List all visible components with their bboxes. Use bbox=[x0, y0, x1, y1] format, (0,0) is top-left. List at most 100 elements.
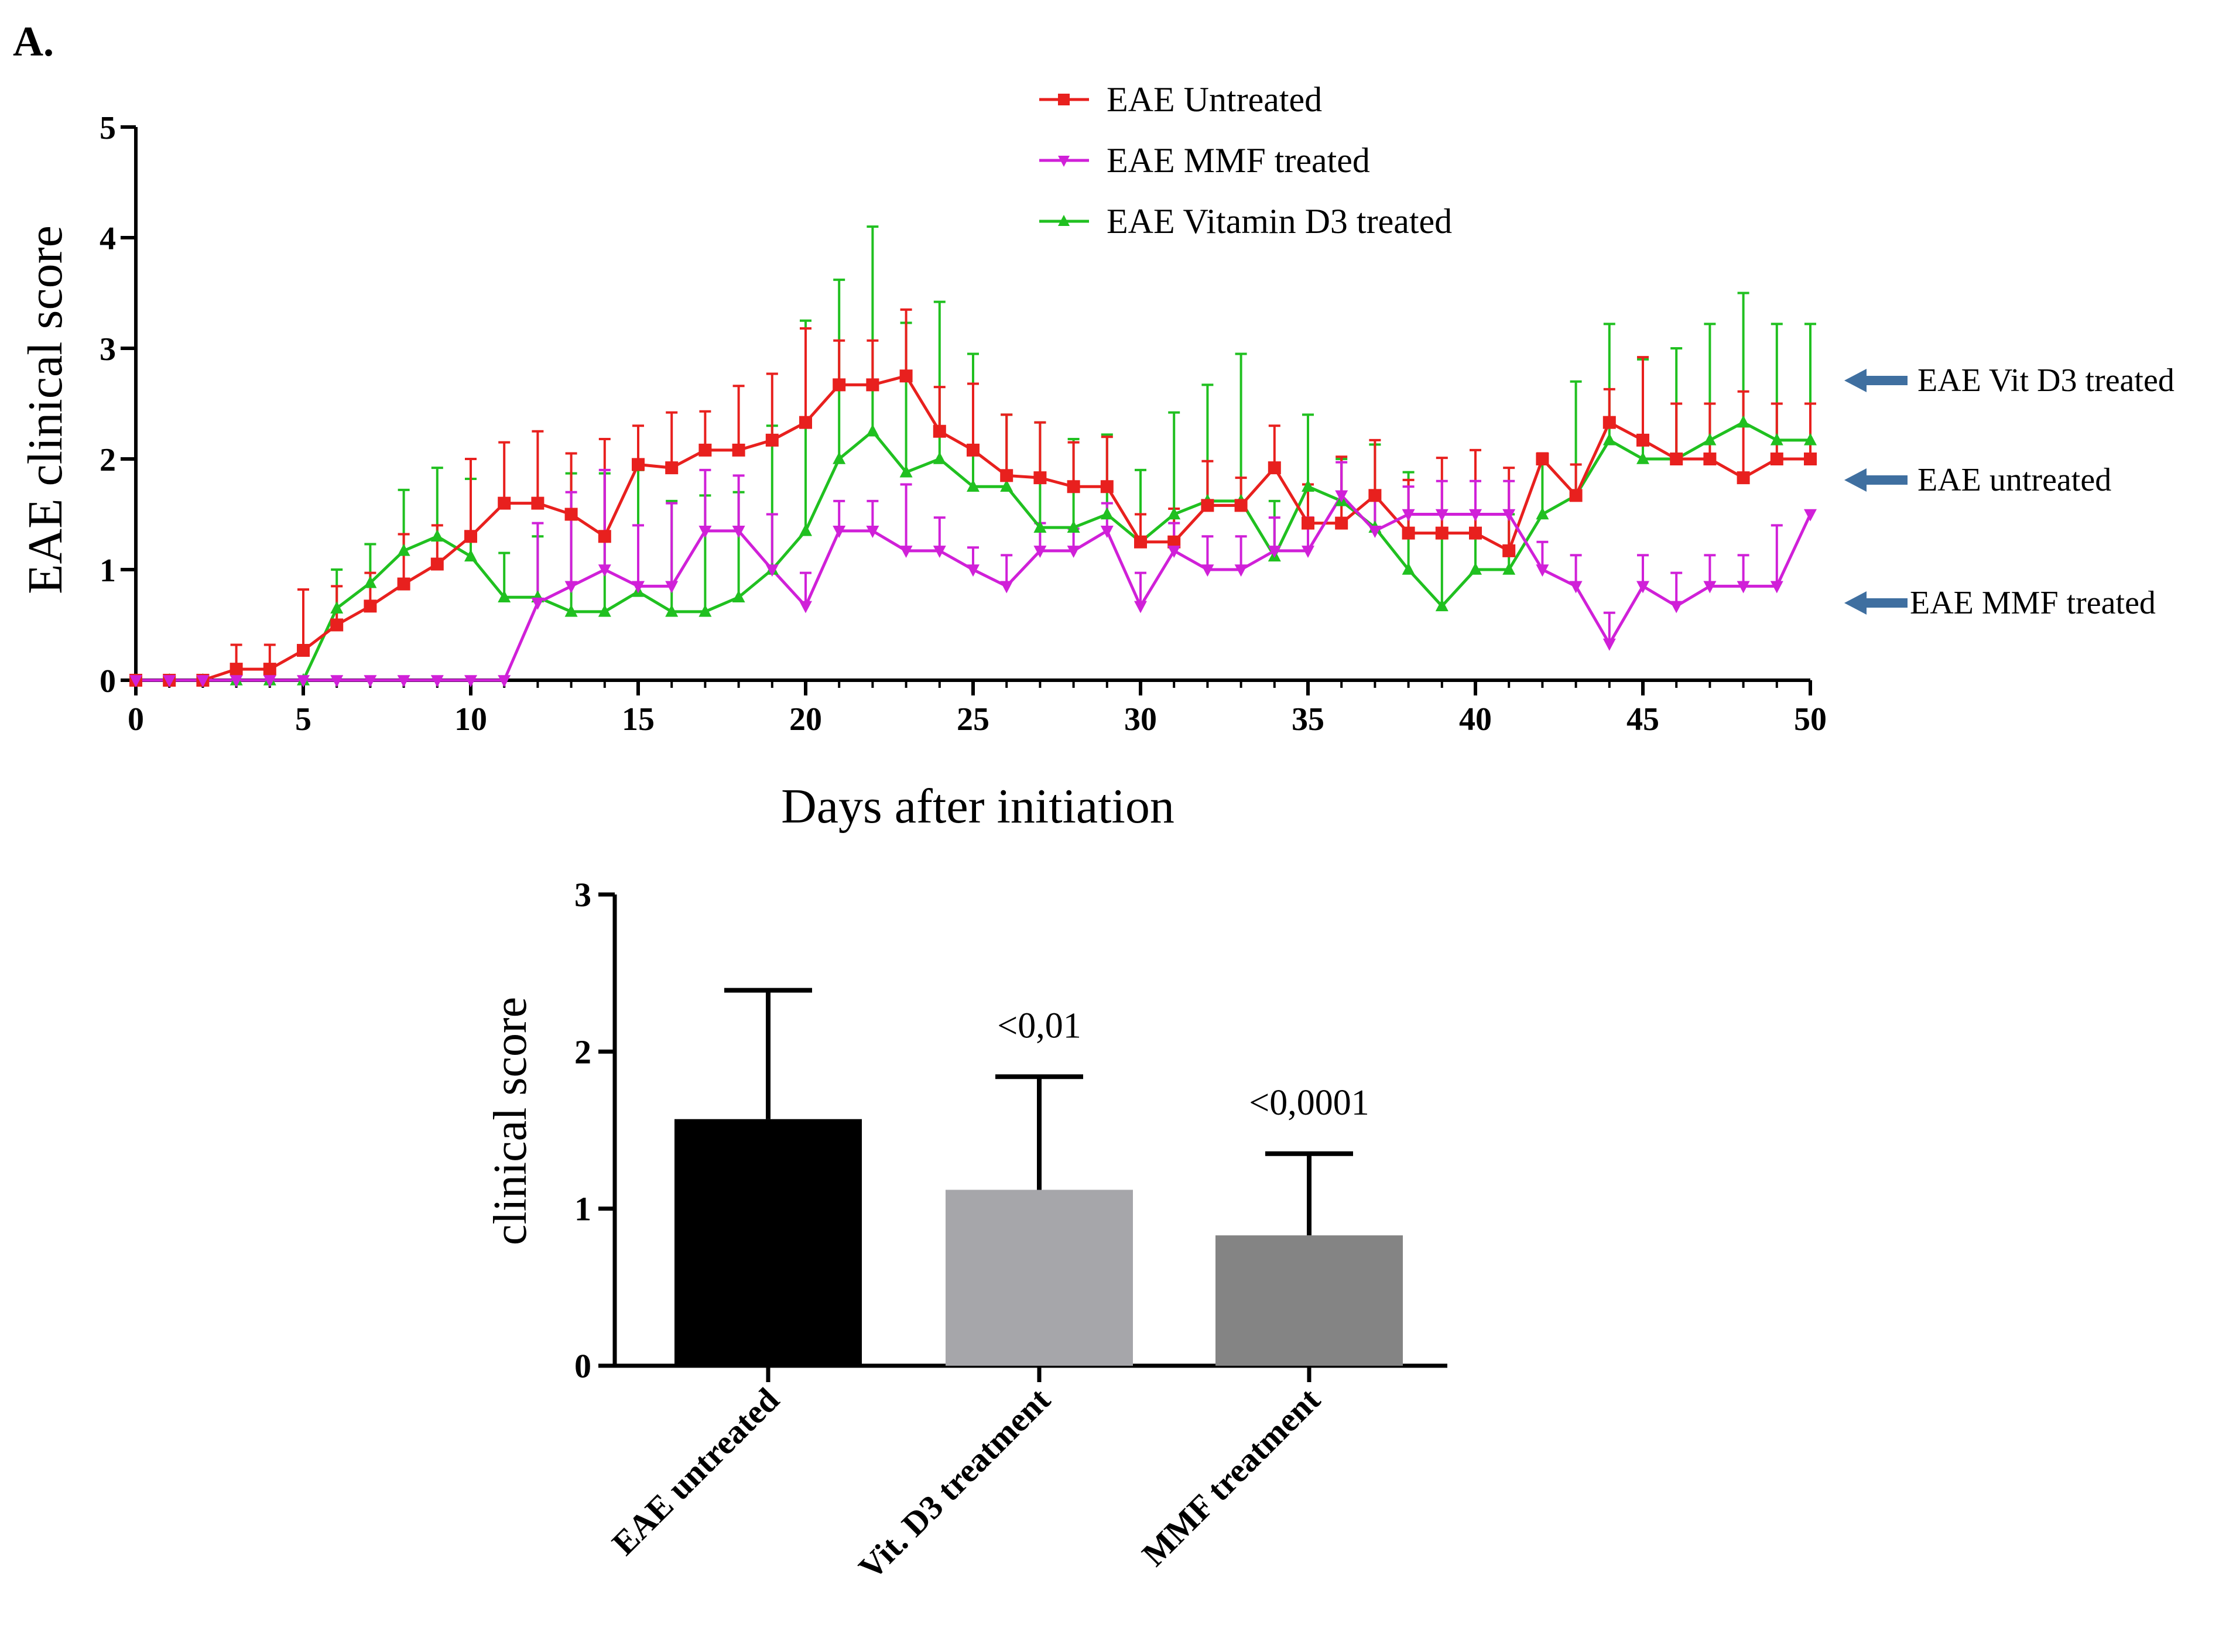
marker-triangle-up bbox=[1502, 562, 1516, 575]
marker-triangle-down bbox=[263, 675, 276, 688]
marker-square bbox=[1167, 535, 1181, 549]
marker-triangle-up bbox=[1000, 479, 1013, 492]
bar-y-tick-label: 3 bbox=[574, 876, 591, 914]
marker-square bbox=[263, 663, 276, 676]
bar-category-label: EAE untreated bbox=[605, 1380, 787, 1562]
marker-triangle-up bbox=[1737, 415, 1750, 428]
marker-square bbox=[1234, 499, 1248, 512]
x-tick-label: 30 bbox=[1124, 701, 1157, 738]
marker-square bbox=[632, 458, 645, 471]
marker-square bbox=[1058, 94, 1070, 105]
marker-triangle-up bbox=[933, 451, 946, 464]
marker-triangle-up bbox=[1058, 215, 1070, 226]
marker-square bbox=[1569, 489, 1583, 502]
marker-triangle-down bbox=[1502, 509, 1516, 522]
marker-triangle-down bbox=[1335, 490, 1348, 503]
marker-square bbox=[933, 424, 946, 438]
annotation-label: EAE Vit D3 treated bbox=[1917, 362, 2175, 399]
marker-square bbox=[1100, 480, 1114, 493]
bar bbox=[946, 1190, 1133, 1366]
marker-triangle-down bbox=[430, 675, 444, 688]
marker-square bbox=[1737, 471, 1750, 485]
line-chart-x-axis-label: Days after initiation bbox=[781, 779, 1174, 834]
marker-square bbox=[330, 618, 344, 632]
marker-square bbox=[230, 663, 243, 676]
marker-triangle-down bbox=[899, 546, 913, 558]
marker-triangle-up bbox=[967, 479, 980, 492]
marker-triangle-down bbox=[799, 601, 812, 613]
marker-triangle-up bbox=[1067, 520, 1080, 533]
marker-square bbox=[1368, 489, 1382, 502]
marker-triangle-up bbox=[598, 604, 611, 617]
marker-triangle-down bbox=[1302, 546, 1314, 558]
y-tick-label: 1 bbox=[100, 553, 116, 589]
marker-triangle-down bbox=[330, 675, 344, 688]
marker-square bbox=[899, 369, 913, 383]
bar-y-tick-label: 2 bbox=[574, 1033, 591, 1071]
marker-triangle-down bbox=[698, 526, 712, 538]
marker-triangle-up bbox=[698, 604, 712, 617]
bar-y-tick-label: 1 bbox=[574, 1190, 591, 1228]
marker-triangle-down bbox=[1602, 638, 1616, 651]
marker-triangle-up bbox=[364, 575, 377, 588]
marker-square bbox=[297, 643, 310, 657]
marker-triangle-up bbox=[1033, 520, 1047, 533]
line-chart-legend: EAE Untreated EAE MMF treated EAE Vitamin … bbox=[1039, 80, 1452, 241]
x-tick-label: 50 bbox=[1794, 701, 1827, 738]
line-chart-errorbars bbox=[230, 225, 1816, 670]
marker-triangle-down bbox=[1737, 581, 1750, 594]
marker-triangle-down bbox=[967, 564, 980, 577]
marker-triangle-down bbox=[163, 675, 176, 688]
marker-square bbox=[1335, 516, 1348, 530]
marker-square bbox=[531, 496, 545, 510]
x-tick-label: 45 bbox=[1626, 701, 1659, 738]
legend-label-vitd3: EAE Vitamin D3 treated bbox=[1107, 202, 1452, 241]
marker-triangle-down bbox=[833, 526, 846, 538]
marker-square bbox=[1502, 544, 1516, 557]
marker-triangle-down bbox=[364, 675, 377, 688]
marker-triangle-down bbox=[765, 564, 779, 577]
annotation-label: EAE MMF treated bbox=[1910, 585, 2156, 621]
marker-triangle-up bbox=[899, 465, 913, 478]
x-tick-label: 25 bbox=[957, 701, 989, 738]
marker-square bbox=[1636, 433, 1649, 447]
marker-triangle-up bbox=[564, 604, 578, 617]
y-tick-label: 0 bbox=[100, 663, 116, 700]
marker-triangle-down bbox=[196, 675, 210, 688]
marker-triangle-down bbox=[397, 675, 410, 688]
bar bbox=[1215, 1235, 1403, 1366]
marker-triangle-up bbox=[799, 523, 812, 536]
marker-triangle-up bbox=[1770, 433, 1783, 445]
bar-significance-label: <0,0001 bbox=[1249, 1083, 1369, 1123]
marker-triangle-down bbox=[1569, 581, 1583, 594]
marker-square bbox=[765, 433, 779, 447]
marker-triangle-down bbox=[933, 546, 946, 558]
marker-triangle-down bbox=[1201, 564, 1214, 577]
marker-triangle-down bbox=[1636, 581, 1649, 594]
marker-triangle-up bbox=[430, 529, 444, 542]
panel-label: A. bbox=[13, 18, 54, 65]
marker-square bbox=[833, 378, 846, 392]
legend-label-mmf: EAE MMF treated bbox=[1107, 141, 1370, 180]
annotation-label: EAE untreated bbox=[1917, 462, 2111, 498]
marker-triangle-up bbox=[1804, 433, 1817, 445]
marker-square bbox=[866, 378, 879, 392]
marker-triangle-down bbox=[1536, 564, 1549, 577]
marker-triangle-down bbox=[564, 581, 578, 594]
bar-chart: 0 1 2 3 EAE untreated Vit. D3 treatment <0,01… bbox=[485, 876, 1447, 1587]
marker-triangle-down bbox=[1469, 509, 1482, 522]
marker-square bbox=[1602, 416, 1616, 429]
bar bbox=[674, 1119, 862, 1366]
annotation-arrow-head bbox=[1844, 468, 1867, 492]
marker-triangle-up bbox=[1602, 433, 1616, 445]
marker-triangle-down bbox=[1435, 509, 1448, 522]
marker-square bbox=[1770, 453, 1783, 465]
marker-triangle-down bbox=[1703, 581, 1717, 594]
marker-square bbox=[665, 461, 679, 475]
y-tick-label: 5 bbox=[100, 110, 116, 146]
marker-triangle-up bbox=[498, 590, 511, 603]
x-tick-label: 5 bbox=[295, 701, 311, 738]
marker-triangle-up bbox=[464, 549, 477, 562]
